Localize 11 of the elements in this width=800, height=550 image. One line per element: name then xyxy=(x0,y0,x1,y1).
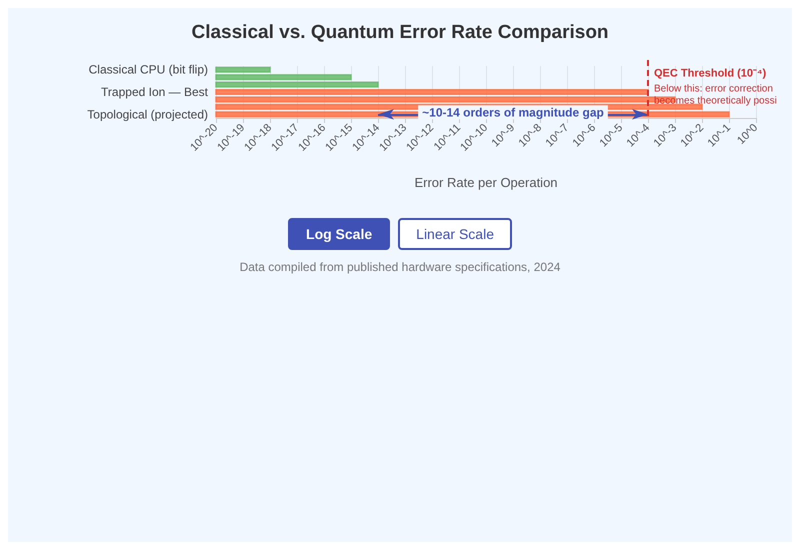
chart-title: Classical vs. Quantum Error Rate Comparison xyxy=(191,22,609,43)
annotation: ~10-14 orders of magnitude gap xyxy=(422,105,604,120)
y-tick-label: Topological (projected) xyxy=(87,107,208,122)
y-tick-label: Trapped Ion — Best xyxy=(101,85,209,99)
y-tick-label: Classical CPU (bit flip) xyxy=(88,62,208,77)
log-scale-button[interactable]: Log Scale xyxy=(288,218,390,250)
linear-scale-button[interactable]: Linear Scale xyxy=(398,218,512,250)
ref-line-label: QEC Threshold (10⁻⁴) xyxy=(654,68,766,80)
text: Data compiled from published hardware specifications, 2024 xyxy=(238,260,562,274)
annotation: Below this: error correction becomes theoretically possi xyxy=(654,84,777,106)
x-axis-title: Error Rate per Operation xyxy=(414,175,558,190)
